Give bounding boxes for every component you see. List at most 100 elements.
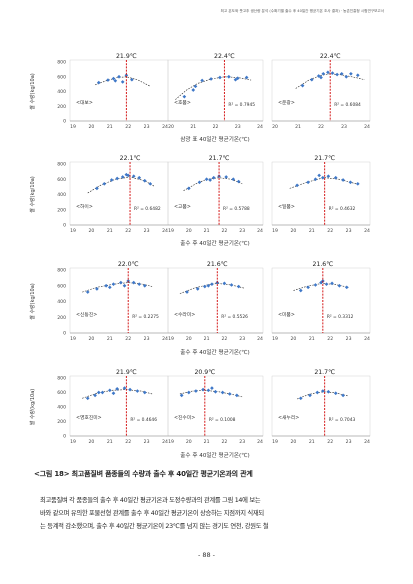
panel-1-1: 19 20 21 22 23 24 21.9℃ <대보> bbox=[69, 53, 169, 130]
variety-label: <하이> bbox=[76, 203, 93, 210]
data-point bbox=[210, 282, 214, 287]
data-point bbox=[135, 389, 140, 393]
data-point bbox=[107, 285, 112, 290]
x-tick-label: 19 bbox=[272, 228, 278, 234]
y-tick-label: 600 bbox=[57, 390, 66, 396]
x-tick-label: 21 bbox=[107, 336, 113, 342]
x-tick-label: 19 bbox=[70, 336, 76, 342]
x-tick-label: 21 bbox=[107, 439, 113, 445]
x-tick-label: 24 bbox=[257, 336, 263, 342]
x-tick-label: 21 bbox=[295, 124, 301, 130]
r-squared-label: R² = 0.2275 bbox=[132, 314, 159, 320]
data-point bbox=[131, 174, 136, 179]
data-point bbox=[344, 285, 349, 290]
x-tick-label: 21 bbox=[204, 336, 210, 342]
y-axis-label: 쌀 수량(kg/10a) bbox=[29, 283, 36, 320]
x-tick-label: 19 bbox=[168, 228, 174, 234]
x-tick-label: 24 bbox=[162, 439, 168, 445]
y-tick-label: 400 bbox=[57, 405, 66, 411]
x-tick-label: 24 bbox=[162, 336, 168, 342]
data-point bbox=[194, 389, 198, 393]
y-axis-label: 쌀 수량(kg/10a) bbox=[29, 176, 36, 213]
panel-frame bbox=[167, 161, 264, 226]
x-tick-label: 19 bbox=[70, 439, 76, 445]
x-tick-label: 24 bbox=[364, 439, 370, 445]
x-tick-label: 19 bbox=[272, 336, 278, 342]
data-point bbox=[106, 78, 110, 82]
data-point bbox=[341, 393, 345, 398]
x-tick-label: 22 bbox=[318, 124, 324, 130]
variety-label: <대보> bbox=[76, 99, 93, 106]
page-header: 최고 온도와 풋고추 생산량 분석 (수확기별 출수 후 40일간 평균기온 조… bbox=[220, 9, 384, 13]
x-tick-label: 24 bbox=[364, 336, 370, 342]
x-tick-label: 24 bbox=[257, 439, 263, 445]
data-point bbox=[202, 284, 207, 289]
variety-label: <수라미> bbox=[174, 311, 195, 318]
y-tick-label: 0 bbox=[63, 434, 66, 440]
chart-row-4: 쌀 수량(kg/10a) 0 200 400 600 800 출수 후 40일간 평균기온(… bbox=[29, 369, 371, 459]
trend-curve bbox=[82, 282, 153, 293]
x-axis-title: 삼광 표 40일간 평균기온(℃) bbox=[180, 135, 249, 143]
x-tick-label: 19 bbox=[168, 336, 174, 342]
x-axis-title: 출수 후 40일간 평균기온(℃) bbox=[180, 451, 249, 459]
x-tick-label: 21 bbox=[204, 228, 210, 234]
data-point bbox=[236, 284, 241, 289]
data-point bbox=[306, 180, 310, 185]
panel-3-3: 19 20 21 22 23 24 21.6℃ <미품> R² = 0.3312 bbox=[271, 261, 371, 342]
data-point bbox=[298, 288, 303, 293]
x-tick-label: 23 bbox=[239, 336, 245, 342]
data-point bbox=[208, 178, 212, 182]
optimum-temp-label: 21.9℃ bbox=[116, 53, 137, 60]
y-tick-label: 200 bbox=[57, 315, 66, 321]
y-tick-label: 200 bbox=[57, 419, 66, 425]
data-point bbox=[96, 80, 101, 85]
trend-curve bbox=[179, 283, 245, 294]
x-tick-label: 20 bbox=[290, 228, 296, 234]
panel-frame bbox=[69, 59, 169, 122]
data-point bbox=[204, 177, 209, 182]
chart-row-2: 쌀 수량(kg/10a) 0 200 400 600 800 출수 후 40일간 평균기온(… bbox=[29, 155, 371, 247]
data-point bbox=[227, 392, 232, 396]
data-point bbox=[333, 391, 338, 396]
data-point bbox=[218, 75, 222, 80]
data-point bbox=[102, 181, 107, 186]
data-point bbox=[179, 393, 184, 398]
x-tick-label: 20 bbox=[272, 124, 278, 130]
x-tick-label: 23 bbox=[144, 124, 150, 130]
data-point bbox=[95, 186, 99, 191]
panel-2-1: 19 20 21 22 23 24 22.1℃ <하이> R² = 0.6482 bbox=[69, 155, 169, 234]
data-point bbox=[229, 283, 234, 287]
panel-frame bbox=[167, 267, 264, 334]
data-point bbox=[120, 80, 125, 84]
data-point bbox=[213, 389, 218, 394]
optimum-temp-label: 20.9℃ bbox=[194, 369, 215, 376]
data-point bbox=[335, 72, 339, 77]
x-tick-label: 24 bbox=[257, 124, 263, 130]
data-point bbox=[324, 282, 329, 287]
optimum-temp-label: 21.9℃ bbox=[116, 369, 137, 376]
data-point bbox=[355, 73, 360, 78]
x-tick-label: 20 bbox=[88, 124, 94, 130]
panel-3-2: 19 20 21 22 23 24 21.6℃ <수라미> R² = 0.5526 bbox=[167, 261, 264, 342]
x-tick-label: 23 bbox=[235, 124, 241, 130]
x-tick-label: 21 bbox=[204, 439, 210, 445]
optimum-temp-label: 21.6℃ bbox=[312, 261, 333, 268]
trend-curve bbox=[293, 283, 349, 291]
x-tick-label: 22 bbox=[327, 336, 333, 342]
optimum-temp-label: 22.4℃ bbox=[214, 53, 235, 60]
x-tick-label: 20 bbox=[290, 336, 296, 342]
x-tick-label: 20 bbox=[186, 439, 192, 445]
panel-2-3: 19 20 21 22 23 24 21.7℃ <일품> R² = 0.4632 bbox=[271, 155, 371, 234]
data-point bbox=[182, 94, 187, 99]
variety-label: <미품> bbox=[278, 311, 295, 318]
data-point bbox=[321, 71, 326, 76]
variety-label: <호품> bbox=[174, 100, 191, 106]
variety-label: <진수미> bbox=[174, 414, 195, 421]
data-point bbox=[330, 71, 335, 75]
r-squared-label: R² = 0.7043 bbox=[329, 417, 356, 423]
data-point bbox=[330, 281, 334, 286]
data-point bbox=[236, 179, 241, 184]
x-tick-label: 20 bbox=[186, 336, 192, 342]
data-point bbox=[206, 388, 211, 393]
data-point bbox=[308, 393, 312, 398]
